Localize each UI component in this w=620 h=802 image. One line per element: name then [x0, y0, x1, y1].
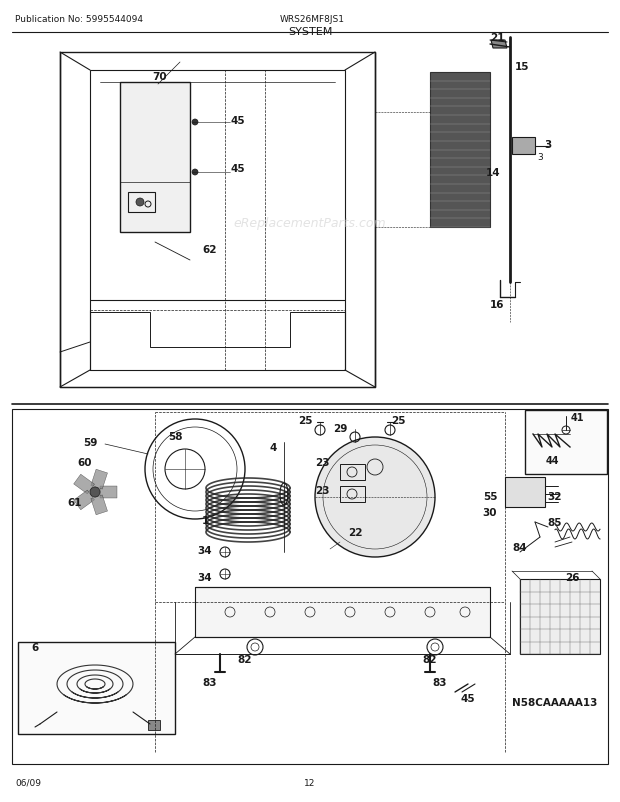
Polygon shape	[74, 491, 94, 510]
Text: 14: 14	[485, 168, 500, 178]
Text: 12: 12	[304, 778, 316, 787]
Text: 60: 60	[78, 457, 92, 468]
Text: 16: 16	[490, 300, 504, 310]
Text: 41: 41	[570, 412, 584, 423]
Polygon shape	[91, 470, 107, 489]
Text: 85: 85	[547, 517, 562, 528]
Text: 59: 59	[83, 437, 97, 448]
Circle shape	[192, 119, 198, 126]
Polygon shape	[512, 138, 535, 155]
Text: 30: 30	[483, 508, 497, 517]
Text: 82: 82	[237, 654, 252, 664]
Text: 32: 32	[547, 492, 562, 501]
Polygon shape	[74, 475, 94, 494]
Text: 84: 84	[513, 542, 528, 553]
Polygon shape	[491, 41, 507, 49]
Text: 4: 4	[269, 443, 277, 452]
Polygon shape	[100, 486, 117, 498]
Text: 6: 6	[32, 642, 38, 652]
Text: 83: 83	[203, 677, 217, 687]
Text: 45: 45	[231, 115, 246, 126]
Bar	[12, 410, 608, 764]
Text: N58CAAAAA13: N58CAAAAA13	[512, 697, 598, 707]
Text: 45: 45	[461, 693, 476, 703]
Circle shape	[90, 488, 100, 497]
Text: 26: 26	[565, 573, 579, 582]
Polygon shape	[195, 587, 490, 638]
Text: 34: 34	[198, 545, 212, 555]
Text: WRS26MF8JS1: WRS26MF8JS1	[280, 15, 345, 24]
Text: 55: 55	[483, 492, 497, 501]
Text: 25: 25	[391, 415, 405, 426]
Text: 23: 23	[315, 457, 329, 468]
Text: 29: 29	[333, 423, 347, 433]
Text: 34: 34	[198, 573, 212, 582]
Text: 21: 21	[490, 33, 504, 43]
Text: 44: 44	[545, 456, 559, 465]
Text: 15: 15	[515, 62, 529, 72]
Text: 45: 45	[231, 164, 246, 174]
Text: 58: 58	[168, 431, 182, 441]
Text: 70: 70	[153, 72, 167, 82]
Text: 61: 61	[68, 497, 82, 508]
Text: Publication No: 5995544094: Publication No: 5995544094	[15, 15, 143, 24]
Text: 62: 62	[203, 245, 217, 255]
Circle shape	[192, 170, 198, 176]
Circle shape	[315, 437, 435, 557]
Polygon shape	[505, 477, 545, 508]
Text: 23: 23	[315, 485, 329, 496]
Text: 06/09: 06/09	[15, 778, 41, 787]
Text: 83: 83	[433, 677, 447, 687]
Polygon shape	[520, 579, 600, 654]
Polygon shape	[91, 496, 107, 515]
Text: SYSTEM: SYSTEM	[288, 27, 332, 37]
Text: 25: 25	[298, 415, 312, 426]
Bar	[525, 411, 607, 475]
Text: eReplacementParts.com: eReplacementParts.com	[234, 217, 386, 229]
Polygon shape	[148, 720, 160, 730]
Text: 22: 22	[348, 528, 362, 537]
Text: 1: 1	[202, 516, 208, 525]
Text: 82: 82	[423, 654, 437, 664]
Bar	[18, 642, 175, 734]
Text: 3: 3	[544, 140, 552, 150]
Text: 3: 3	[537, 153, 543, 162]
Polygon shape	[430, 73, 490, 228]
Polygon shape	[120, 83, 190, 233]
Circle shape	[136, 199, 144, 207]
